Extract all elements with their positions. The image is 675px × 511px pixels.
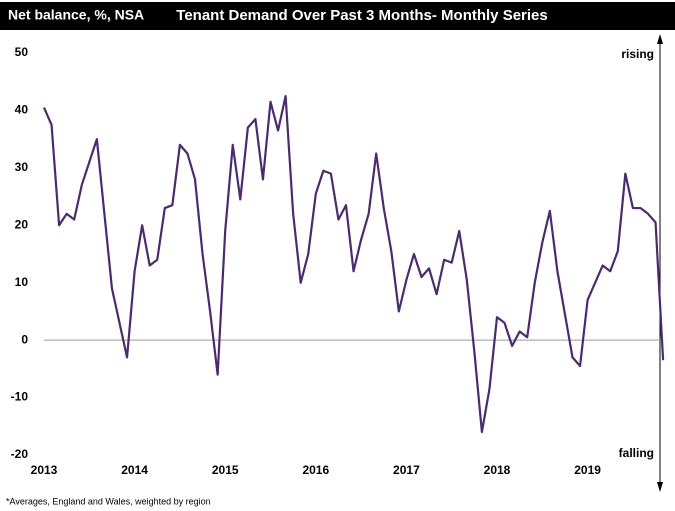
x-tick-label: 2013: [31, 463, 58, 477]
y-tick-label: 10: [15, 275, 29, 289]
y-tick-label: 20: [15, 217, 29, 231]
y-tick-label: -20: [11, 447, 29, 461]
y-tick-label: 0: [21, 332, 28, 346]
falling-label: falling: [619, 446, 654, 460]
x-tick-label: 2017: [393, 463, 420, 477]
y-axis-label: Net balance, %, NSA: [8, 7, 144, 23]
x-tick-label: 2016: [302, 463, 329, 477]
y-tick-label: 40: [15, 103, 29, 117]
x-tick-label: 2018: [484, 463, 511, 477]
footnote: *Averages, England and Wales, weighted b…: [6, 496, 211, 506]
rising-label: rising: [621, 47, 654, 61]
y-tick-label: 30: [15, 160, 29, 174]
x-tick-label: 2019: [574, 463, 601, 477]
x-tick-label: 2014: [121, 463, 148, 477]
y-tick-label: -10: [11, 390, 29, 404]
data-line: [42, 94, 665, 434]
arrow-up: [657, 34, 663, 44]
y-tick-label: 50: [15, 45, 29, 59]
header-bar: [0, 2, 675, 30]
x-tick-label: 2015: [212, 463, 239, 477]
arrow-down: [657, 482, 663, 492]
chart-title: Tenant Demand Over Past 3 Months- Monthl…: [176, 7, 547, 24]
